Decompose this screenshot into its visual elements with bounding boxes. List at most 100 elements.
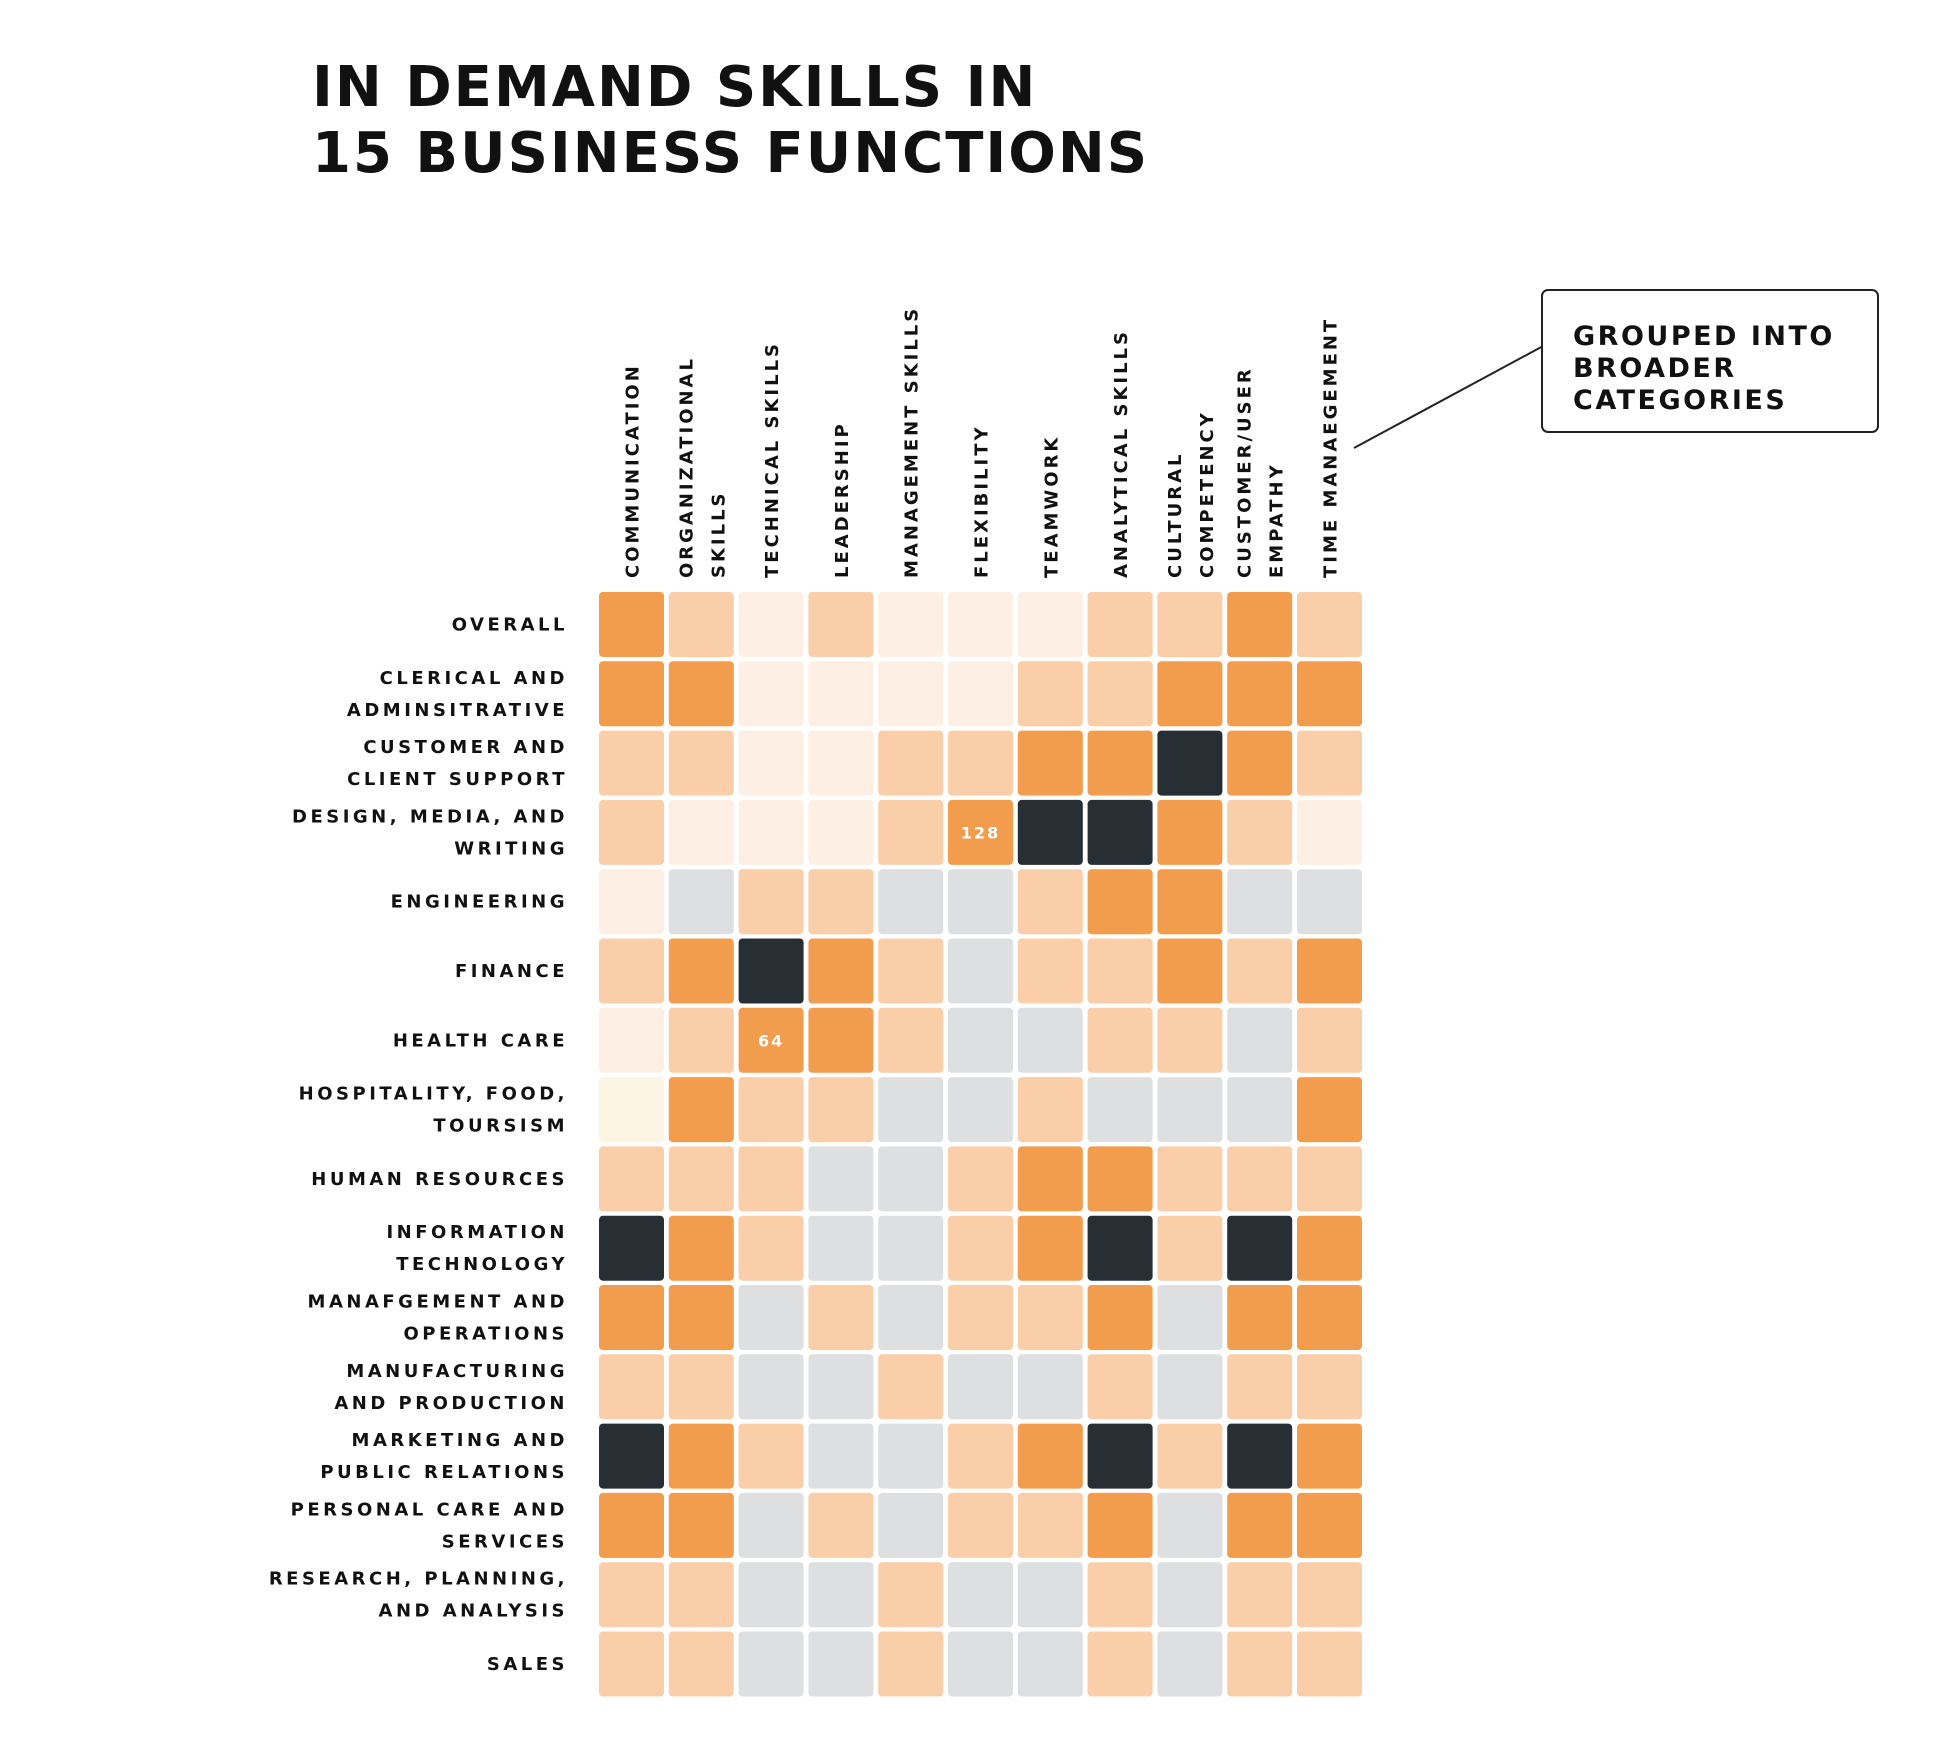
heatmap-cell-r2-c4 <box>878 730 944 796</box>
row-label-personal-care-and-services-line-2: SERVICES <box>442 1531 568 1552</box>
row-label-hospitality-food-toursism-line-2: TOURSISM <box>433 1116 568 1137</box>
heatmap-cell-r15-c10 <box>1297 1631 1362 1697</box>
heatmap-cell-r10-c9 <box>1227 1285 1293 1350</box>
row-label-customer-and-client-support-line-1: CUSTOMER AND <box>363 737 568 758</box>
heatmap-cell-r12-c9 <box>1227 1423 1293 1489</box>
row-label-hospitality-food-toursism-line-1: HOSPITALITY, FOOD, <box>299 1084 568 1105</box>
row-label-clerical-and-adminsitrative-line-2: ADMINSITRATIVE <box>347 700 568 721</box>
heatmap-cell-r7-c0 <box>599 1077 664 1143</box>
heatmap-cell-r12-c4 <box>878 1423 944 1489</box>
column-label-cultural-competency-line-1: CULTURAL <box>1165 452 1186 578</box>
heatmap-cell-r4-c9 <box>1227 869 1293 935</box>
row-label-manufacturing-and-production-line-1: MANUFACTURING <box>346 1361 568 1382</box>
heatmap-cell-r6-c10 <box>1297 1007 1362 1073</box>
heatmap-cell-r2-c10 <box>1297 730 1362 796</box>
heatmap-cell-r12-c6 <box>1017 1423 1083 1489</box>
heatmap-cell-r12-c3 <box>808 1423 874 1489</box>
heatmap-cell-r15-c5 <box>948 1631 1013 1697</box>
heatmap-cell-r11-c3 <box>808 1354 874 1420</box>
heatmap-cell-r12-c1 <box>668 1423 734 1489</box>
heatmap-cell-r1-c10 <box>1297 661 1362 727</box>
cell-annotation-0: 128 <box>961 823 1000 842</box>
heatmap-cell-r14-c10 <box>1297 1562 1362 1628</box>
heatmap-cell-r10-c2 <box>738 1285 804 1350</box>
column-label-cultural-competency-line-2: COMPETENCY <box>1197 410 1218 578</box>
heatmap-cell-r4-c5 <box>948 869 1013 935</box>
heatmap-cell-r15-c3 <box>808 1631 874 1697</box>
heatmap-cell-r10-c5 <box>948 1285 1013 1350</box>
heatmap-cell-r9-c8 <box>1157 1215 1223 1281</box>
heatmap-cell-r9-c6 <box>1017 1215 1083 1281</box>
heatmap-cell-r8-c2 <box>738 1146 804 1212</box>
heatmap-cell-r0-c7 <box>1087 592 1153 657</box>
column-label-management-skills: MANAGEMENT SKILLS <box>902 306 923 578</box>
row-label-overall: OVERALL <box>452 615 568 636</box>
row-label-marketing-and-public-relations-line-1: MARKETING AND <box>352 1430 568 1451</box>
heatmap-cell-r8-c4 <box>878 1146 944 1212</box>
column-label-organizational-skills-line-2: SKILLS <box>708 490 729 578</box>
heatmap-cell-r11-c0 <box>599 1354 664 1420</box>
heatmap-cell-r1-c8 <box>1157 661 1223 727</box>
heatmap-cell-r12-c7 <box>1087 1423 1153 1489</box>
column-label-leadership: LEADERSHIP <box>832 421 853 578</box>
heatmap-cell-r6-c6 <box>1017 1007 1083 1073</box>
heatmap-cell-r8-c6 <box>1017 1146 1083 1212</box>
heatmap-cell-r0-c3 <box>808 592 874 657</box>
heatmap-cell-r14-c4 <box>878 1562 944 1628</box>
heatmap-cell-r8-c5 <box>948 1146 1013 1212</box>
row-label-human-resources: HUMAN RESOURCES <box>311 1169 568 1190</box>
row-label-design-media-and-writing-line-1: DESIGN, MEDIA, AND <box>292 806 568 827</box>
heatmap-cell-r10-c1 <box>668 1285 734 1350</box>
heatmap-cell-r14-c9 <box>1227 1562 1293 1628</box>
heatmap-cell-r1-c2 <box>738 661 804 727</box>
heatmap-cell-r5-c4 <box>878 938 944 1004</box>
heatmap-cell-r5-c0 <box>599 938 664 1004</box>
heatmap-cell-r3-c10 <box>1297 799 1362 865</box>
heatmap-cell-r15-c1 <box>668 1631 734 1697</box>
heatmap-cell-r7-c9 <box>1227 1077 1293 1143</box>
cell-annotation-1: 64 <box>758 1031 784 1050</box>
heatmap-cell-r9-c7 <box>1087 1215 1153 1281</box>
heatmap-cell-r5-c2 <box>738 938 804 1004</box>
heatmap-cell-r0-c0 <box>599 592 664 657</box>
column-label-customer-user-empathy-line-1: CUSTOMER/USER <box>1235 366 1256 578</box>
heatmap-cell-r6-c8 <box>1157 1007 1223 1073</box>
heatmap-cell-r15-c4 <box>878 1631 944 1697</box>
heatmap-cell-r6-c4 <box>878 1007 944 1073</box>
heatmap-cell-r12-c2 <box>738 1423 804 1489</box>
heatmap-cell-r9-c2 <box>738 1215 804 1281</box>
row-labels: OVERALL CLERICAL AND ADMINSITRATIVE CUSTOME… <box>269 615 568 1676</box>
heatmap-cell-r15-c8 <box>1157 1631 1223 1697</box>
heatmap-cell-r15-c0 <box>599 1631 664 1697</box>
heatmap-cell-r7-c5 <box>948 1077 1013 1143</box>
heatmap-cell-r11-c5 <box>948 1354 1013 1420</box>
heatmap-cell-r3-c2 <box>738 799 804 865</box>
heatmap-cell-r1-c1 <box>668 661 734 727</box>
heatmap-cell-r4-c2 <box>738 869 804 935</box>
heatmap-cell-r4-c10 <box>1297 869 1362 935</box>
column-label-customer-user-empathy-line-2: EMPATHY <box>1267 462 1288 578</box>
heatmap-cell-r7-c2 <box>738 1077 804 1143</box>
heatmap-cells <box>599 592 1362 1697</box>
row-label-personal-care-and-services-line-1: PERSONAL CARE AND <box>291 1499 568 1520</box>
heatmap-cell-r10-c8 <box>1157 1285 1223 1350</box>
heatmap-cell-r9-c3 <box>808 1215 874 1281</box>
heatmap-cell-r4-c0 <box>599 869 664 935</box>
heatmap-cell-r0-c1 <box>668 592 734 657</box>
heatmap-cell-r0-c6 <box>1017 592 1083 657</box>
heatmap-cell-r14-c0 <box>599 1562 664 1628</box>
heatmap-cell-r2-c6 <box>1017 730 1083 796</box>
column-label-organizational-skills-line-1: ORGANIZATIONAL <box>676 356 697 578</box>
chart-title-line-2: 15 BUSINESS FUNCTIONS <box>312 121 1150 186</box>
heatmap-cell-r10-c4 <box>878 1285 944 1350</box>
heatmap-cell-r7-c10 <box>1297 1077 1362 1143</box>
row-label-sales: SALES <box>487 1654 568 1675</box>
heatmap-cell-r2-c8 <box>1157 730 1223 796</box>
heatmap-cell-r4-c1 <box>668 869 734 935</box>
heatmap-cell-r8-c8 <box>1157 1146 1223 1212</box>
heatmap-cell-r11-c7 <box>1087 1354 1153 1420</box>
heatmap-cell-r8-c3 <box>808 1146 874 1212</box>
heatmap-cell-r7-c4 <box>878 1077 944 1143</box>
heatmap-cell-r11-c4 <box>878 1354 944 1420</box>
heatmap-cell-r13-c3 <box>808 1492 874 1558</box>
